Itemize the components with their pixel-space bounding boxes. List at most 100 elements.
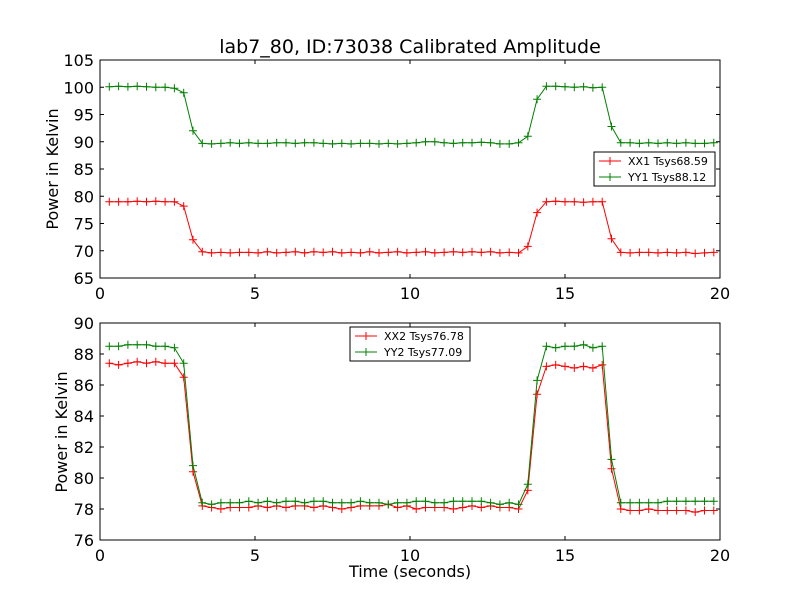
y-tick-label: 80 — [74, 187, 94, 206]
data-point — [458, 138, 467, 147]
data-point — [533, 95, 542, 104]
data-point — [616, 248, 625, 257]
bottom-y-axis-label: Power in Kelvin — [52, 371, 71, 492]
data-point — [365, 139, 374, 148]
data-point — [282, 138, 290, 147]
data-point — [365, 498, 374, 507]
data-point — [449, 505, 458, 513]
data-point — [356, 497, 365, 506]
data-point — [123, 197, 132, 206]
data-point — [440, 138, 449, 147]
data-point — [579, 82, 588, 91]
data-point — [607, 455, 616, 464]
top-y-axis-label: Power in Kelvin — [43, 108, 62, 229]
data-point — [133, 340, 142, 349]
series-line — [109, 344, 714, 505]
data-point — [207, 500, 216, 509]
data-point — [570, 83, 579, 92]
data-point — [449, 139, 458, 148]
data-point — [495, 248, 504, 257]
data-point — [598, 197, 607, 206]
data-point — [151, 197, 160, 206]
y-tick-label: 75 — [74, 215, 94, 234]
data-point — [700, 139, 709, 148]
data-point — [151, 83, 160, 92]
data-point — [105, 82, 114, 91]
data-point — [170, 343, 179, 352]
data-point — [551, 360, 560, 369]
data-point — [161, 83, 170, 92]
data-point — [495, 500, 504, 509]
data-point — [337, 248, 346, 257]
data-point — [272, 498, 281, 507]
data-point — [477, 138, 486, 147]
data-point — [468, 497, 476, 506]
data-point — [114, 197, 123, 206]
data-point — [514, 500, 523, 509]
bottom-x-axis-label: Time (seconds) — [348, 562, 471, 581]
data-point — [505, 139, 514, 148]
y-tick-label: 100 — [63, 78, 94, 97]
series-line — [109, 200, 714, 255]
data-point — [226, 138, 235, 147]
data-point — [551, 343, 560, 352]
data-point — [421, 137, 430, 146]
series-line — [109, 361, 714, 513]
series-line — [109, 85, 714, 145]
data-point — [384, 139, 393, 148]
y-tick-label: 95 — [74, 106, 94, 125]
data-point — [505, 498, 514, 507]
data-point — [551, 197, 560, 206]
data-point — [598, 342, 607, 351]
data-point — [672, 506, 681, 515]
y-tick-label: 78 — [74, 500, 94, 519]
data-point — [495, 139, 504, 148]
data-point — [477, 248, 486, 257]
data-point — [189, 235, 197, 244]
data-point — [709, 497, 718, 506]
data-point — [533, 390, 542, 399]
data-point — [198, 139, 207, 148]
data-point — [319, 248, 328, 257]
data-point — [402, 248, 411, 257]
y-tick-label: 86 — [74, 376, 94, 395]
data-point — [161, 359, 170, 368]
data-point — [319, 497, 328, 506]
data-point — [644, 248, 653, 257]
data-point — [179, 373, 188, 382]
legend-marker — [362, 348, 370, 356]
data-point — [216, 248, 225, 257]
data-point — [561, 342, 569, 351]
data-point — [123, 340, 132, 349]
data-point — [291, 247, 300, 256]
data-point — [170, 359, 179, 368]
data-point — [681, 138, 690, 147]
data-point — [291, 139, 300, 148]
data-point — [347, 248, 356, 257]
data-point — [114, 360, 123, 369]
y-tick-label: 105 — [63, 51, 94, 70]
data-point — [598, 83, 607, 92]
data-point — [142, 197, 151, 206]
data-point — [189, 461, 197, 470]
data-point — [626, 138, 635, 147]
data-point — [254, 498, 263, 507]
data-point — [672, 497, 681, 506]
x-tick-label: 0 — [95, 546, 105, 565]
legend-label: YY1 Tsys88.12 — [627, 171, 706, 184]
data-point — [449, 497, 458, 506]
data-point — [570, 342, 579, 351]
data-point — [402, 139, 411, 148]
data-point — [151, 342, 160, 351]
data-point — [142, 340, 151, 349]
x-tick-label: 5 — [250, 546, 260, 565]
data-point — [337, 498, 346, 507]
data-point — [384, 500, 393, 509]
data-point — [607, 122, 616, 131]
data-point — [412, 138, 421, 147]
data-point — [365, 247, 374, 256]
data-point — [319, 139, 328, 148]
y-tick-label: 90 — [74, 133, 94, 152]
y-tick-label: 70 — [74, 242, 94, 261]
data-point — [561, 82, 569, 91]
